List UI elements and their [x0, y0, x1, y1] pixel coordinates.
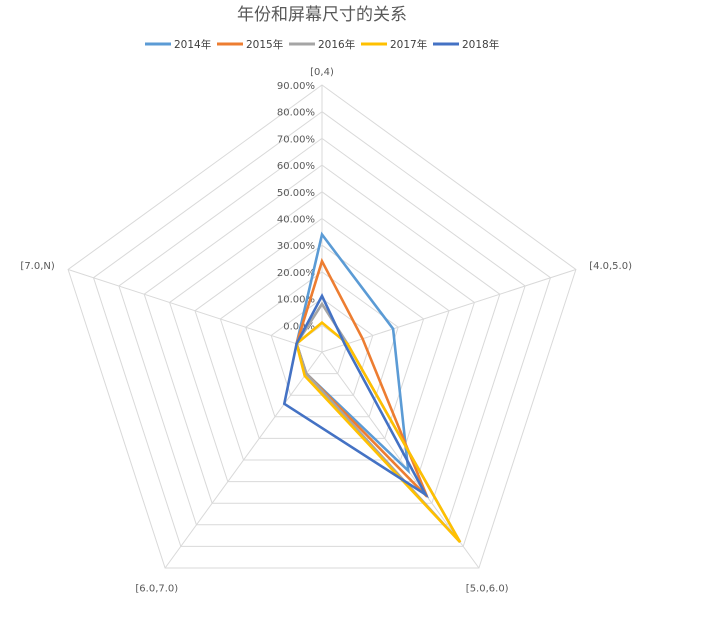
tick-label: 30.00% [277, 241, 315, 252]
tick-label: 50.00% [277, 188, 315, 199]
category-label: [6.0,7.0) [135, 583, 178, 594]
category-label: [7.0,N) [20, 261, 54, 272]
category-label: [0,4) [310, 67, 334, 78]
grid-ring [92, 111, 552, 547]
series-line-2014年 [295, 231, 410, 475]
grid-ring [219, 244, 425, 439]
legend-label: 2018年 [462, 38, 499, 51]
tick-label: 0.00% [283, 321, 315, 332]
category-label: [5.0,6.0) [466, 583, 509, 594]
axis-spoke [164, 351, 323, 569]
grid-ring [194, 217, 450, 461]
category-label: [4.0,5.0) [589, 261, 632, 272]
series-line-2018年 [282, 292, 430, 499]
tick-label: 40.00% [277, 215, 315, 226]
series-line-2015年 [295, 257, 429, 498]
tick-label: 70.00% [277, 134, 315, 145]
axis-spoke [321, 269, 577, 353]
radial-axis-ticks: 0.00% 10.00% 20.00% 30.00% 40.00% 50.00% 60.00… [277, 81, 315, 332]
grid-ring [67, 84, 577, 569]
tick-label: 10.00% [277, 295, 315, 306]
grid-ring [143, 164, 501, 504]
tick-label: 60.00% [277, 161, 315, 172]
legend-label: 2017年 [390, 38, 427, 51]
grid-ring [118, 137, 526, 526]
chart-title: 年份和屏幕尺寸的关系 [237, 5, 407, 25]
radar-grid [67, 84, 577, 569]
tick-label: 80.00% [277, 108, 315, 119]
legend: 2014年 2015年 2016年 2017年 2018年 [145, 38, 499, 51]
category-labels: [0,4) [4.0,5.0) [5.0,6.0) [6.0,7.0) [7.0,N) [20, 67, 632, 594]
tick-label: 20.00% [277, 268, 315, 279]
legend-label: 2015年 [246, 38, 283, 51]
legend-label: 2016年 [318, 38, 355, 51]
axis-spoke [67, 269, 323, 353]
axis-spoke [321, 351, 480, 569]
grid-ring [169, 191, 475, 483]
legend-label: 2014年 [174, 38, 211, 51]
series-lines [282, 231, 462, 543]
tick-label: 90.00% [277, 81, 315, 92]
